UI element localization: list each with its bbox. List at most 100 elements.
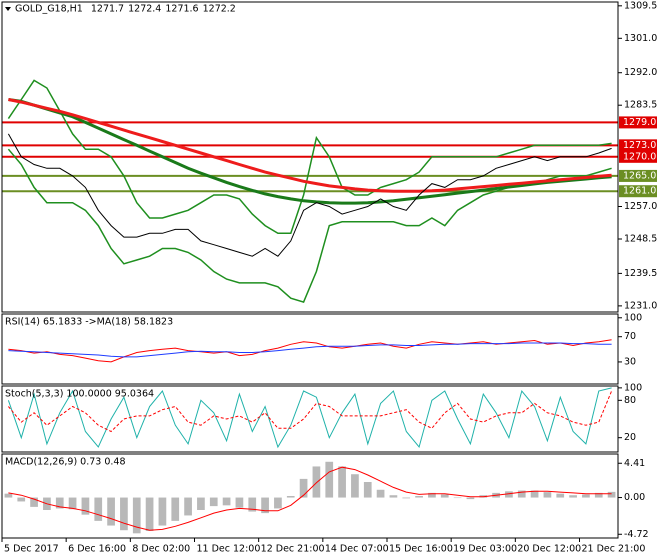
histogram-bar <box>607 491 616 498</box>
x-tick-label: 15 Dec 16:00 <box>389 544 453 555</box>
y-tick-label: 100 <box>624 312 642 323</box>
histogram-bar <box>222 497 231 506</box>
y-tick-label: 0.00 <box>624 492 645 503</box>
histogram-bar <box>248 497 257 512</box>
level-label-box <box>619 185 657 198</box>
histogram-bar <box>312 466 321 498</box>
x-tick-label: 20 Dec 12:00 <box>517 544 581 555</box>
x-tick-label: 21 Dec 21:00 <box>582 544 646 555</box>
ohlc-value: 1272.2 <box>203 4 236 15</box>
y-tick-label: -4.72 <box>624 529 649 540</box>
y-tick-label: 100 <box>624 382 642 393</box>
histogram-bar <box>594 492 603 498</box>
series-line <box>8 466 612 531</box>
level-label-box <box>619 150 657 163</box>
histogram-bar <box>94 497 103 521</box>
histogram-bar <box>582 494 590 498</box>
histogram-bar <box>556 493 565 498</box>
ohlc-value: 1271.7 <box>91 4 124 15</box>
histogram-bar <box>132 497 141 534</box>
y-tick-label: 1231.0 <box>624 300 657 311</box>
x-tick-label: 8 Dec 02:00 <box>132 544 190 555</box>
panel-plot <box>4 461 616 534</box>
x-tick-label: 14 Dec 07:00 <box>325 544 389 555</box>
menu-arrow <box>5 7 11 11</box>
panel-frame <box>1 313 619 385</box>
panel-plot <box>7 387 613 449</box>
histogram-bar <box>299 478 308 498</box>
y-tick-label: 1292.0 <box>624 67 657 78</box>
series-line <box>7 148 612 304</box>
series-line <box>8 98 612 205</box>
ohlc-value: 1271.6 <box>165 4 198 15</box>
level-label: 1273.0 <box>623 140 656 151</box>
histogram-bar <box>30 497 38 507</box>
x-tick-label: 5 Dec 2017 <box>4 544 59 555</box>
histogram-bar <box>415 496 423 498</box>
series-line <box>8 339 612 363</box>
histogram-bar <box>466 497 475 500</box>
histogram-bar <box>351 474 359 498</box>
histogram-bar <box>171 497 180 521</box>
histogram-bar <box>530 490 539 498</box>
histogram-bar <box>453 497 462 499</box>
histogram-bar <box>184 497 192 516</box>
level-label-box <box>619 139 657 152</box>
panel-plot <box>8 339 612 363</box>
y-tick-label: 80 <box>624 395 636 406</box>
level-label-box <box>619 169 657 182</box>
histogram-bar <box>158 497 167 526</box>
histogram-bar <box>81 497 90 515</box>
histogram-bar <box>376 489 385 498</box>
panel-title: Stoch(5,3,3) 100.0000 95.0364 <box>5 389 154 400</box>
histogram-bar <box>17 497 26 502</box>
x-tick-label: 6 Dec 16:00 <box>68 544 126 555</box>
y-tick-label: 30 <box>624 356 636 367</box>
histogram-bar <box>363 482 372 498</box>
y-tick-label: 20 <box>624 432 636 443</box>
series-line <box>7 79 612 235</box>
y-tick-label: 1239.5 <box>624 268 657 279</box>
series-line <box>7 387 612 449</box>
histogram-bar <box>261 497 269 514</box>
panel-title: RSI(14) 65.1833 ->MA(18) 58.1823 <box>5 317 173 328</box>
histogram-bar <box>4 493 13 498</box>
x-tick-label: 12 Dec 21:00 <box>261 544 325 555</box>
y-tick-label: 70 <box>624 331 636 342</box>
panel-frame <box>1 453 619 539</box>
series-line <box>7 133 612 257</box>
y-tick-label: 1309.5 <box>624 0 657 11</box>
histogram-bar <box>428 492 436 498</box>
histogram-bar <box>325 461 334 498</box>
histogram-bar <box>120 497 128 531</box>
histogram-bar <box>440 494 449 498</box>
histogram-bar <box>402 497 411 499</box>
histogram-bar <box>235 497 244 508</box>
y-tick-label: 1248.5 <box>624 233 657 244</box>
x-tick-label: 11 Dec 12:00 <box>197 544 261 555</box>
chart-title: GOLD_G18,H1 <box>15 4 83 15</box>
level-label: 1265.0 <box>623 170 656 181</box>
level-label: 1279.0 <box>623 117 656 128</box>
histogram-bar <box>505 491 513 498</box>
histogram-bar <box>197 497 205 510</box>
histogram-bar <box>543 492 552 498</box>
y-tick-label: 1283.5 <box>624 100 657 111</box>
ohlc-value: 1272.4 <box>128 4 161 15</box>
histogram-bar <box>145 497 154 531</box>
level-label: 1261.0 <box>623 186 656 197</box>
histogram-bar <box>569 495 577 498</box>
y-tick-label: 1301.0 <box>624 33 657 44</box>
histogram-bar <box>209 497 218 507</box>
histogram-bar <box>55 497 64 509</box>
y-tick-label: 4.41 <box>624 458 645 469</box>
histogram-bar <box>107 497 115 526</box>
x-tick-label: 19 Dec 03:00 <box>453 544 517 555</box>
histogram-bar <box>274 497 282 509</box>
level-label-box <box>619 116 657 129</box>
histogram-bar <box>68 497 77 510</box>
histogram-bar <box>517 490 526 498</box>
y-tick-label: 1257.0 <box>624 201 657 212</box>
series-line <box>8 342 612 358</box>
